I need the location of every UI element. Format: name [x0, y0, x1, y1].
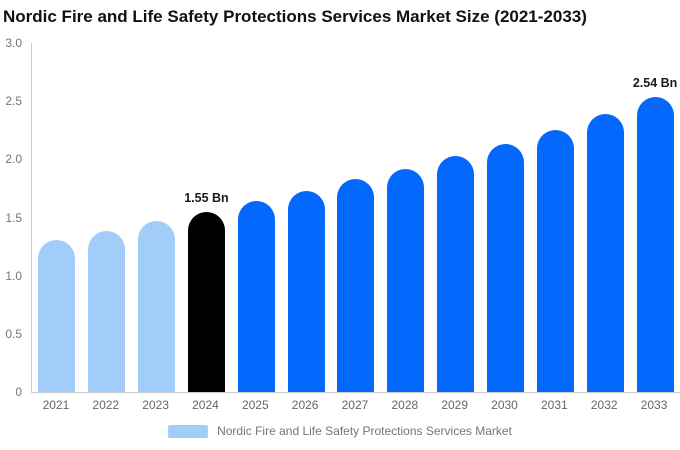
legend-label: Nordic Fire and Life Safety Protections …: [217, 424, 512, 438]
x-tick-label-2028: 2028: [391, 398, 419, 412]
x-tick-label-2029: 2029: [441, 398, 469, 412]
y-tick-label: 1.5: [5, 210, 22, 225]
bar-2026: [287, 190, 325, 392]
bar-2033: [636, 96, 674, 392]
bar-2028: [387, 168, 425, 392]
bar-column-2032: [580, 43, 630, 392]
x-tick-label-2024: 2024: [192, 398, 219, 412]
bar-column-2029: [431, 43, 481, 392]
bar-2027: [337, 179, 375, 392]
legend: Nordic Fire and Life Safety Protections …: [0, 424, 680, 438]
x-tick-label-2022: 2022: [92, 398, 120, 412]
bar-column-2026: [281, 43, 331, 392]
bar-column-2022: [82, 43, 132, 392]
bar-column-2021: [32, 43, 82, 392]
bar-column-2033: 2.54 Bn: [630, 43, 680, 392]
bar-2032: [586, 113, 624, 392]
y-tick-label: 2.5: [5, 94, 22, 109]
bar-2029: [437, 155, 475, 392]
bar-2030: [487, 144, 525, 392]
bar-column-2028: [381, 43, 431, 392]
bar-column-2025: [231, 43, 281, 392]
x-tick-label-2026: 2026: [291, 398, 319, 412]
y-tick-label: 2.0: [5, 152, 22, 167]
bar-2025: [237, 201, 275, 392]
bar-column-2024: 1.55 Bn: [182, 43, 232, 392]
bar-2024: [187, 211, 225, 392]
bar-value-label-2024: 1.55 Bn: [184, 190, 229, 205]
y-tick-label: 3.0: [5, 36, 22, 50]
x-tick-label-2025: 2025: [241, 398, 269, 412]
x-tick-label-2033: 2033: [640, 398, 668, 412]
x-axis: 2021 2022 2023 2024 2025 2026 2027 2028 2029 2030…: [31, 398, 679, 412]
bar-2031: [536, 130, 574, 392]
chart-title: Nordic Fire and Life Safety Protections …: [3, 7, 587, 26]
x-tick-label-2023: 2023: [142, 398, 169, 412]
bar-2022: [88, 231, 126, 392]
y-tick-label: 0: [15, 385, 22, 399]
bar-column-2031: [530, 43, 580, 392]
bar-value-label-2033: 2.54 Bn: [632, 75, 678, 90]
plot-area: 1.55 Bn 2.54 Bn: [31, 43, 680, 393]
legend-item[interactable]: Nordic Fire and Life Safety Protections …: [168, 424, 512, 438]
y-axis: 3.0 2.5 2.0 1.5 1.0 0.5 0: [0, 36, 22, 399]
x-tick-label-2031: 2031: [541, 398, 568, 412]
x-tick-label-2021: 2021: [42, 398, 70, 412]
x-tick-label-2030: 2030: [491, 398, 518, 412]
bar-2023: [138, 221, 176, 392]
bar-column-2023: [132, 43, 182, 392]
y-tick-label: 1.0: [5, 268, 22, 283]
bar-column-2030: [481, 43, 531, 392]
y-tick-label: 0.5: [5, 326, 22, 341]
x-tick-label-2027: 2027: [341, 398, 369, 412]
legend-swatch-icon: [168, 424, 209, 438]
x-tick-label-2032: 2032: [590, 398, 618, 412]
bar-column-2027: [331, 43, 381, 392]
bar-2021: [38, 239, 76, 392]
bars-row: 1.55 Bn 2.54 Bn: [32, 43, 680, 392]
